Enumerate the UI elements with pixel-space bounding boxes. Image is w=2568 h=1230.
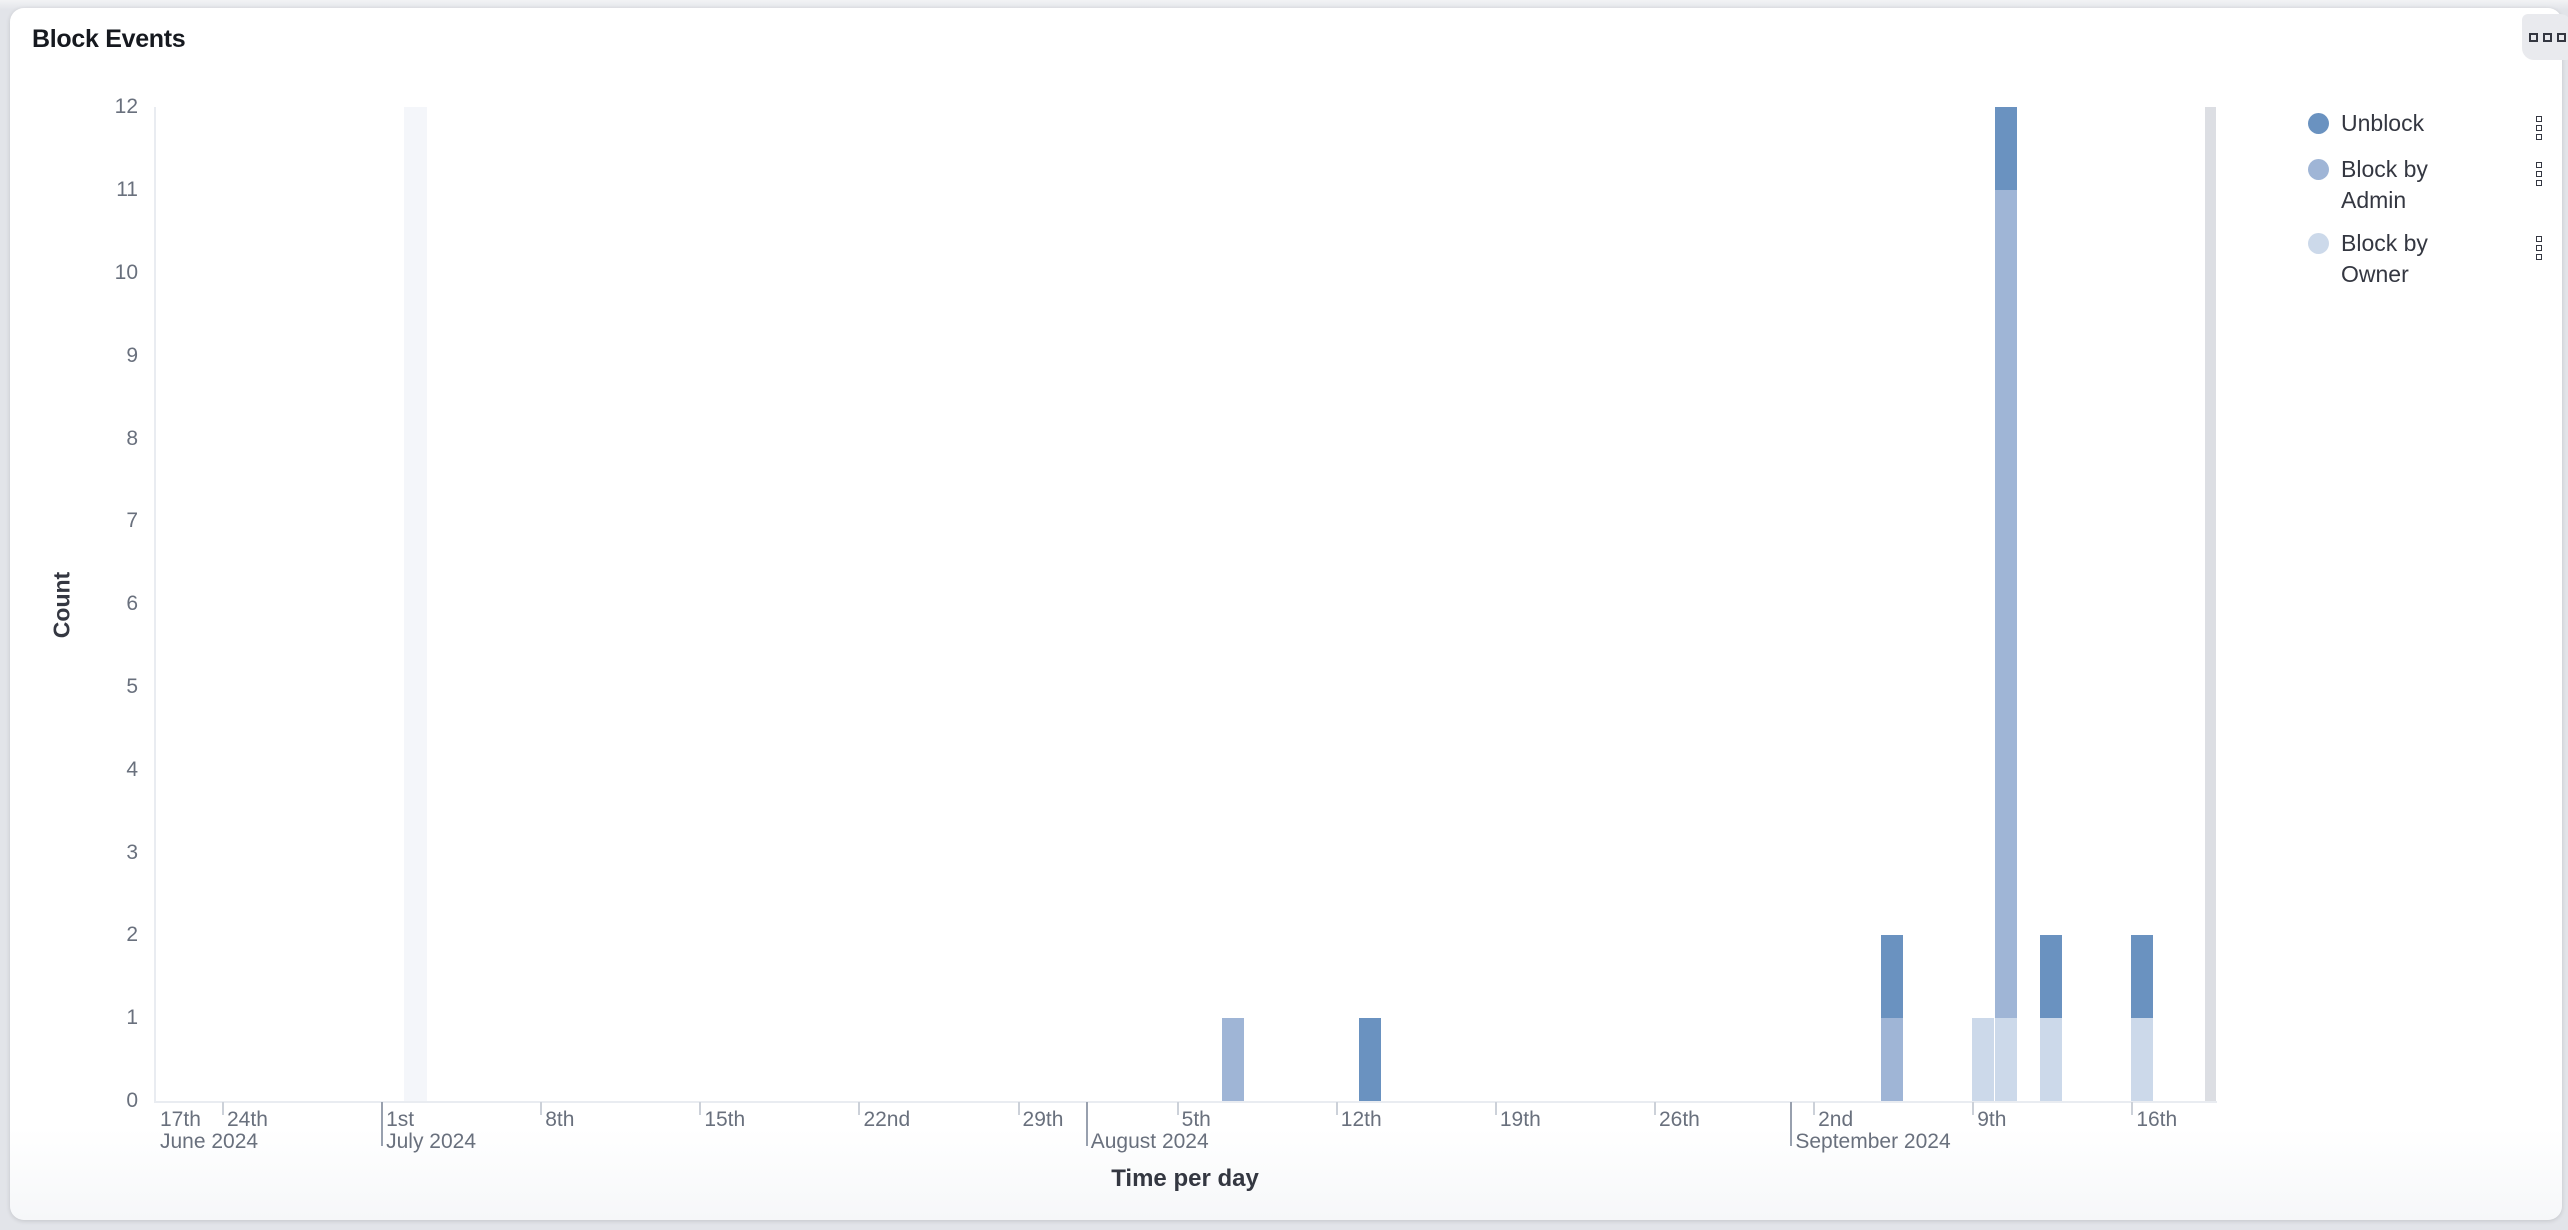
legend-label[interactable]: Unblock	[2341, 110, 2425, 136]
bar-segment-unblock[interactable]	[1358, 1018, 1381, 1101]
legend-label[interactable]: Block by Admin	[2341, 156, 2428, 213]
y-tick-label: 10	[114, 261, 138, 284]
legend: Unblock Block by Admin Block by Owner	[2302, 108, 2558, 290]
y-tick-label: 2	[126, 923, 138, 947]
empty-day-band	[403, 107, 427, 1101]
x-tick-label-month: June 2024	[160, 1130, 259, 1153]
panel-options-button[interactable]	[2522, 14, 2568, 60]
legend-color-dot	[2308, 233, 2329, 254]
bar-segment-block-by-owner[interactable]	[1972, 1018, 1995, 1101]
bar-segment-block-by-admin[interactable]	[1994, 190, 2017, 1019]
y-tick-label: 11	[116, 178, 138, 202]
y-tick-label: 3	[126, 840, 138, 864]
x-axis-line	[154, 1101, 2217, 1103]
bar-segment-unblock[interactable]	[2040, 935, 2063, 1019]
x-tick-label-day: 26th	[1658, 1108, 1700, 1131]
y-tick-label: 9	[126, 343, 138, 367]
bar-segment-block-by-owner[interactable]	[2131, 1018, 2154, 1101]
y-axis-line	[154, 107, 156, 1102]
y-tick-label: 8	[126, 426, 138, 450]
boxes-vertical-icon	[2536, 116, 2542, 140]
x-tick-label-day: 24th	[227, 1108, 268, 1131]
y-tick-label: 4	[126, 757, 138, 781]
x-tick-label-day: 9th	[1977, 1108, 2007, 1131]
x-tick-label-month: September 2024	[1795, 1130, 1951, 1153]
boxes-vertical-icon	[2536, 162, 2542, 186]
x-tick-mark	[2131, 1102, 2134, 1115]
x-tick-mark	[858, 1102, 861, 1115]
legend-item: Unblock	[2302, 108, 2558, 142]
legend-actions-button[interactable]	[2534, 154, 2544, 188]
x-tick-label-day: 8th	[545, 1108, 575, 1131]
bar-segment-block-by-admin[interactable]	[1881, 1018, 1904, 1101]
x-tick-label-day: 19th	[1499, 1108, 1541, 1131]
panel-title: Block Events	[32, 25, 186, 53]
x-tick-mark	[1972, 1102, 1975, 1115]
x-tick-mark	[1653, 1102, 1656, 1115]
x-tick-label-month: July 2024	[386, 1130, 477, 1153]
y-tick-label: 0	[126, 1089, 138, 1112]
x-tick-mark	[1790, 1102, 1793, 1146]
bar-segment-unblock[interactable]	[1881, 935, 1904, 1019]
x-tick-label-day: 17th	[160, 1108, 201, 1131]
x-tick-mark	[699, 1102, 702, 1115]
x-tick-mark	[381, 1102, 384, 1146]
x-tick-label-day: 5th	[1181, 1108, 1211, 1131]
boxes-horizontal-icon	[2528, 32, 2566, 42]
x-tick-label-day: 22nd	[863, 1108, 911, 1131]
x-tick-label-day: 16th	[2136, 1108, 2178, 1131]
y-tick-label: 6	[126, 592, 138, 616]
x-tick-label-day: 1st	[386, 1108, 415, 1131]
x-tick-label-month: August 2024	[1090, 1130, 1209, 1153]
x-tick-mark	[1017, 1102, 1020, 1115]
legend-label[interactable]: Block by Owner	[2341, 230, 2428, 287]
x-axis-title: Time per day	[1111, 1165, 1259, 1192]
x-tick-mark	[1176, 1102, 1179, 1115]
legend-item: Block by Admin	[2302, 154, 2558, 216]
bar-segment-unblock[interactable]	[2131, 935, 2154, 1019]
x-tick-label-day: 2nd	[1818, 1108, 1854, 1131]
legend-item: Block by Owner	[2302, 228, 2558, 290]
boxes-vertical-icon	[2536, 236, 2542, 260]
x-tick-label-day: 29th	[1022, 1108, 1064, 1131]
x-tick-mark	[1813, 1102, 1816, 1115]
legend-color-dot	[2308, 159, 2329, 180]
x-tick-mark	[222, 1102, 224, 1115]
x-tick-label-day: 12th	[1340, 1108, 1382, 1131]
x-tick-mark	[1085, 1102, 1088, 1146]
panel-card: Block Events Count 0 1 2 3 4 5 6 7 8 9 10 11 12 17th…	[10, 8, 2568, 1220]
bar-segment-block-by-admin[interactable]	[1222, 1018, 1245, 1101]
x-tick-mark	[1494, 1102, 1497, 1115]
x-tick-mark	[1335, 1102, 1338, 1115]
y-tick-label: 5	[126, 675, 138, 698]
legend-color-dot	[2308, 113, 2329, 134]
y-tick-label: 1	[126, 1006, 138, 1030]
bar-segment-block-by-owner[interactable]	[2040, 1018, 2063, 1101]
legend-actions-button[interactable]	[2534, 228, 2544, 262]
y-tick-label: 7	[126, 509, 138, 533]
y-tick-label: 12	[114, 95, 138, 119]
partial-bucket-band	[2204, 107, 2216, 1101]
x-tick-mark	[540, 1102, 543, 1115]
legend-actions-button[interactable]	[2534, 108, 2544, 142]
bar-segment-unblock[interactable]	[1994, 107, 2017, 191]
bar-segment-block-by-owner[interactable]	[1994, 1018, 2017, 1101]
x-tick-label-day: 15th	[704, 1108, 746, 1131]
